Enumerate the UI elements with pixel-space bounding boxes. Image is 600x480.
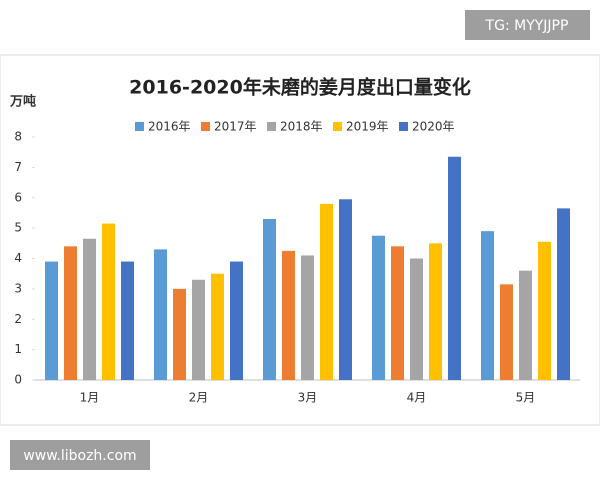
y-tick-label: 2 bbox=[14, 312, 22, 326]
bar bbox=[410, 258, 423, 380]
y-tick-label: 4 bbox=[14, 251, 22, 265]
bar bbox=[211, 273, 224, 380]
bar bbox=[192, 279, 205, 380]
bar bbox=[339, 199, 352, 380]
bar bbox=[64, 246, 77, 380]
bar bbox=[519, 270, 532, 380]
bar bbox=[429, 243, 442, 380]
legend-label: 2016年 bbox=[148, 120, 191, 134]
y-tick-label: 0 bbox=[14, 373, 22, 387]
bar bbox=[500, 284, 513, 380]
bar bbox=[173, 288, 186, 380]
bar bbox=[230, 261, 243, 380]
y-tick-label: 6 bbox=[14, 190, 22, 204]
x-tick-label: 5月 bbox=[516, 391, 536, 405]
bar bbox=[121, 261, 134, 380]
y-tick-label: 7 bbox=[14, 160, 22, 174]
bar bbox=[301, 255, 314, 380]
bar bbox=[263, 219, 276, 380]
legend-label: 2018年 bbox=[280, 120, 323, 134]
bar bbox=[102, 223, 115, 380]
watermark: www.libozh.com bbox=[23, 448, 136, 464]
legend-label: 2017年 bbox=[214, 120, 257, 134]
bar bbox=[538, 241, 551, 380]
watermark-box bbox=[10, 440, 150, 470]
legend-label: 2020年 bbox=[412, 120, 455, 134]
watermark: TG: MYYJJPP bbox=[485, 18, 569, 34]
y-tick-label: 5 bbox=[14, 221, 22, 235]
y-tick-label: 8 bbox=[14, 130, 22, 144]
chart-title: 2016-2020年未磨的姜月度出口量变化 bbox=[129, 76, 471, 99]
y-tick-label: 3 bbox=[14, 281, 22, 295]
legend-swatch bbox=[201, 122, 210, 131]
bar bbox=[282, 250, 295, 380]
bar bbox=[320, 203, 333, 380]
bar bbox=[391, 246, 404, 380]
bar bbox=[45, 261, 58, 380]
legend-swatch bbox=[135, 122, 144, 131]
bar bbox=[557, 208, 570, 380]
legend-label: 2019年 bbox=[346, 120, 389, 134]
legend-swatch bbox=[333, 122, 342, 131]
bar bbox=[154, 249, 167, 380]
x-tick-label: 1月 bbox=[80, 391, 100, 405]
bar bbox=[372, 235, 385, 380]
bar bbox=[481, 231, 494, 380]
x-tick-label: 4月 bbox=[407, 391, 427, 405]
legend-swatch bbox=[399, 122, 408, 131]
legend-swatch bbox=[267, 122, 276, 131]
x-tick-label: 3月 bbox=[298, 391, 318, 405]
y-axis-label: 万吨 bbox=[9, 94, 36, 110]
y-tick-label: 1 bbox=[14, 342, 22, 356]
watermark-box bbox=[465, 10, 590, 40]
bar bbox=[83, 238, 96, 380]
bar bbox=[448, 156, 461, 380]
x-tick-label: 2月 bbox=[189, 391, 209, 405]
